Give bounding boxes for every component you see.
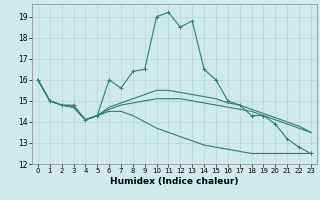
X-axis label: Humidex (Indice chaleur): Humidex (Indice chaleur) — [110, 177, 239, 186]
